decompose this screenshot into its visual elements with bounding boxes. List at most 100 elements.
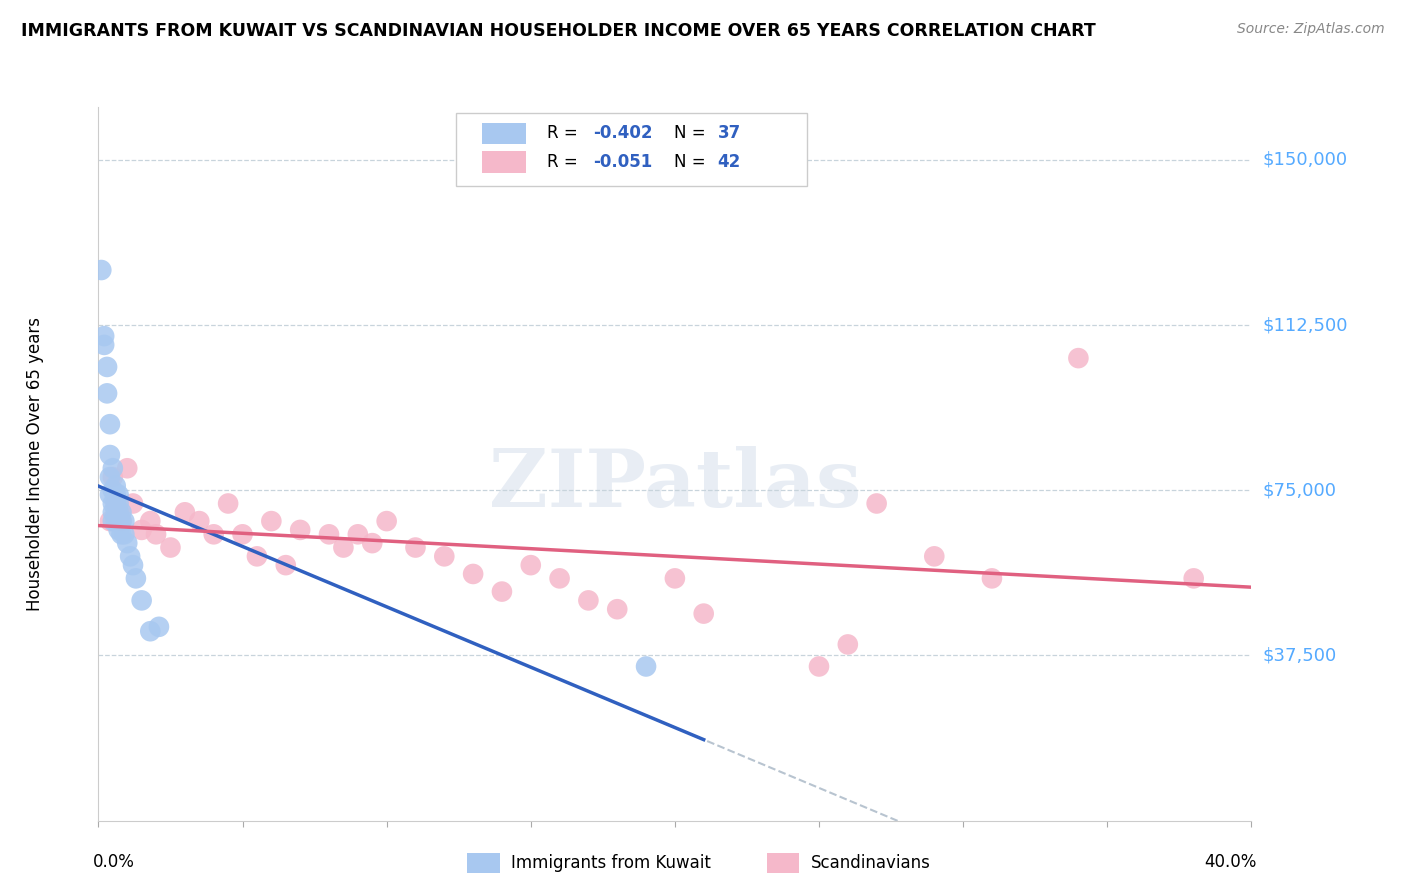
Point bbox=[346, 527, 368, 541]
FancyBboxPatch shape bbox=[482, 152, 526, 173]
Point bbox=[131, 593, 153, 607]
Point bbox=[606, 602, 628, 616]
Point bbox=[332, 541, 354, 555]
Point bbox=[110, 514, 132, 528]
Point bbox=[107, 505, 129, 519]
Point bbox=[866, 496, 889, 510]
Text: Householder Income Over 65 years: Householder Income Over 65 years bbox=[25, 317, 44, 611]
Text: N =: N = bbox=[673, 125, 710, 143]
Point bbox=[96, 386, 118, 401]
Point bbox=[139, 624, 162, 639]
Text: R =: R = bbox=[547, 153, 583, 171]
Point bbox=[520, 558, 543, 573]
Point bbox=[361, 536, 384, 550]
Point bbox=[260, 514, 283, 528]
Point bbox=[807, 659, 830, 673]
Text: N =: N = bbox=[673, 153, 710, 171]
Point bbox=[122, 496, 145, 510]
Point bbox=[491, 584, 513, 599]
FancyBboxPatch shape bbox=[768, 853, 800, 872]
Point bbox=[433, 549, 456, 564]
Text: $75,000: $75,000 bbox=[1263, 482, 1337, 500]
Point bbox=[90, 263, 112, 277]
FancyBboxPatch shape bbox=[456, 112, 807, 186]
Point bbox=[1067, 351, 1090, 365]
Point bbox=[188, 514, 211, 528]
Point bbox=[104, 496, 127, 510]
Text: ZIPatlas: ZIPatlas bbox=[489, 446, 860, 524]
Point bbox=[922, 549, 945, 564]
Text: -0.402: -0.402 bbox=[593, 125, 652, 143]
Point bbox=[93, 338, 115, 352]
Point bbox=[107, 505, 129, 519]
Point bbox=[981, 571, 1004, 585]
Text: R =: R = bbox=[547, 125, 583, 143]
Text: Scandinavians: Scandinavians bbox=[811, 854, 931, 871]
Point bbox=[101, 514, 124, 528]
Point bbox=[110, 505, 132, 519]
Text: 42: 42 bbox=[717, 153, 741, 171]
Point bbox=[101, 483, 124, 498]
Point bbox=[145, 527, 167, 541]
Point bbox=[101, 505, 124, 519]
Point bbox=[837, 637, 859, 651]
Point bbox=[101, 496, 124, 510]
Text: $37,500: $37,500 bbox=[1263, 647, 1337, 665]
Text: 40.0%: 40.0% bbox=[1205, 853, 1257, 871]
Point bbox=[98, 448, 121, 462]
Text: $150,000: $150,000 bbox=[1263, 151, 1347, 169]
Point bbox=[122, 558, 145, 573]
Point bbox=[93, 329, 115, 343]
Point bbox=[246, 549, 269, 564]
Text: 37: 37 bbox=[717, 125, 741, 143]
FancyBboxPatch shape bbox=[467, 853, 499, 872]
Point bbox=[405, 541, 427, 555]
Point bbox=[693, 607, 716, 621]
Point bbox=[217, 496, 239, 510]
Point bbox=[125, 571, 148, 585]
Point bbox=[107, 488, 129, 502]
Point bbox=[107, 523, 129, 537]
Point bbox=[231, 527, 254, 541]
Point bbox=[290, 523, 312, 537]
Point bbox=[104, 514, 127, 528]
Point bbox=[107, 496, 129, 510]
Text: Immigrants from Kuwait: Immigrants from Kuwait bbox=[512, 854, 711, 871]
Point bbox=[110, 514, 132, 528]
Point bbox=[104, 479, 127, 493]
Point bbox=[461, 566, 484, 581]
Point bbox=[98, 417, 121, 432]
Point bbox=[548, 571, 571, 585]
Point bbox=[1182, 571, 1205, 585]
Point bbox=[96, 359, 118, 374]
Text: IMMIGRANTS FROM KUWAIT VS SCANDINAVIAN HOUSEHOLDER INCOME OVER 65 YEARS CORRELAT: IMMIGRANTS FROM KUWAIT VS SCANDINAVIAN H… bbox=[21, 22, 1095, 40]
Point bbox=[318, 527, 340, 541]
Text: -0.051: -0.051 bbox=[593, 153, 652, 171]
Point bbox=[112, 514, 135, 528]
Point bbox=[202, 527, 225, 541]
Point bbox=[101, 461, 124, 475]
Point bbox=[174, 505, 197, 519]
FancyBboxPatch shape bbox=[482, 123, 526, 145]
Point bbox=[159, 541, 181, 555]
Point bbox=[636, 659, 658, 673]
Point bbox=[110, 527, 132, 541]
Point bbox=[112, 527, 135, 541]
Point bbox=[664, 571, 686, 585]
Text: Source: ZipAtlas.com: Source: ZipAtlas.com bbox=[1237, 22, 1385, 37]
Point bbox=[104, 488, 127, 502]
Point bbox=[117, 536, 138, 550]
Point bbox=[148, 620, 170, 634]
Point bbox=[578, 593, 600, 607]
Point bbox=[139, 514, 162, 528]
Point bbox=[98, 514, 121, 528]
Point bbox=[98, 488, 121, 502]
Point bbox=[104, 505, 127, 519]
Point bbox=[104, 496, 127, 510]
Point bbox=[98, 470, 121, 484]
Point bbox=[120, 549, 142, 564]
Point bbox=[101, 470, 124, 484]
Point bbox=[274, 558, 297, 573]
Point bbox=[117, 461, 138, 475]
Text: $112,500: $112,500 bbox=[1263, 316, 1348, 334]
